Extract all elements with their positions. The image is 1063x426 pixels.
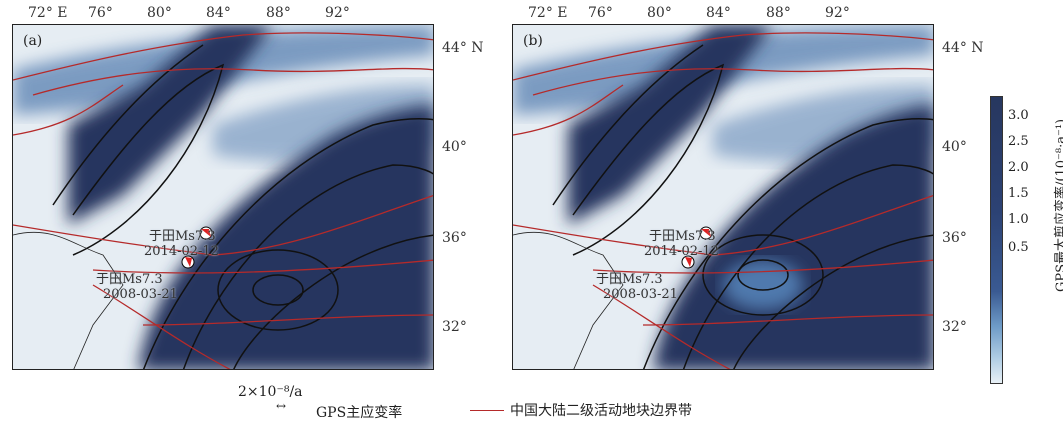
lon-tick: 76° xyxy=(588,5,613,21)
map-canvas xyxy=(513,25,933,369)
event-name: 于田Ms7.3 xyxy=(96,272,163,287)
earthquake-focal-mechanism xyxy=(181,226,213,269)
lat-tick: 32° xyxy=(942,319,967,335)
lon-tick: 84° xyxy=(706,5,731,21)
colorbar-tick: 3.0 xyxy=(1008,108,1029,123)
lon-tick: 92° xyxy=(825,5,850,21)
colorbar-tick: 0.5 xyxy=(1008,240,1029,255)
contour-lines xyxy=(52,44,433,369)
legend-line-swatch xyxy=(470,410,504,411)
event-date: 2014-02-12 xyxy=(644,244,719,259)
double-arrow-icon: ↔ xyxy=(276,399,287,413)
colorbar-tick: 2.5 xyxy=(1008,134,1029,149)
lat-tick: 36° xyxy=(942,230,967,246)
block-boundaries xyxy=(13,32,433,369)
colorbar xyxy=(990,96,1003,384)
country-border xyxy=(513,231,624,369)
event-name: 于田Ms7.3 xyxy=(649,229,716,244)
legend-arrow-label: GPS主应变率 xyxy=(316,405,403,421)
event-name: 于田Ms7.3 xyxy=(149,229,216,244)
lat-tick: 44° N xyxy=(942,40,984,56)
map-panel-a: (a) 于田Ms7.3 2014-02-12 于田Ms7.3 2008-03-21 xyxy=(12,24,434,370)
lon-tick: 92° xyxy=(325,5,350,21)
lon-tick: 84° xyxy=(206,5,231,21)
contour-lines xyxy=(552,44,933,369)
lon-tick: 88° xyxy=(766,5,791,21)
colorbar-title: GPS最大剪应变率/(10⁻⁸·a⁻¹) xyxy=(1054,118,1063,292)
lon-tick: 80° xyxy=(647,5,672,21)
lon-tick: 72° E xyxy=(528,5,568,21)
lat-tick: 44° N xyxy=(442,40,484,56)
panel-label: (a) xyxy=(23,33,43,49)
block-boundaries xyxy=(513,32,933,369)
event-date: 2008-03-21 xyxy=(103,287,178,302)
legend-line-label: 中国大陆二级活动地块边界带 xyxy=(510,403,692,419)
legend-scale: 2×10⁻⁸/a xyxy=(238,384,303,400)
map-canvas xyxy=(13,25,433,369)
country-border xyxy=(13,231,124,369)
colorbar-tick: 1.0 xyxy=(1008,212,1029,227)
map-panel-b: (b) 于田Ms7.3 2014-02-12 于田Ms7.3 2008-03-21 xyxy=(512,24,934,370)
lat-tick: 40° xyxy=(442,139,467,155)
lon-tick: 80° xyxy=(147,5,172,21)
lon-tick: 72° E xyxy=(28,5,68,21)
colorbar-tick: 1.5 xyxy=(1008,186,1029,201)
earthquake-focal-mechanism xyxy=(681,226,713,269)
event-name: 于田Ms7.3 xyxy=(596,272,663,287)
event-date: 2014-02-12 xyxy=(144,244,219,259)
lat-tick: 40° xyxy=(942,139,967,155)
lon-tick: 88° xyxy=(266,5,291,21)
panel-label: (b) xyxy=(523,33,543,49)
lat-tick: 36° xyxy=(442,230,467,246)
lat-tick: 32° xyxy=(442,319,467,335)
event-date: 2008-03-21 xyxy=(603,287,678,302)
colorbar-tick: 2.0 xyxy=(1008,160,1029,175)
lon-tick: 76° xyxy=(88,5,113,21)
